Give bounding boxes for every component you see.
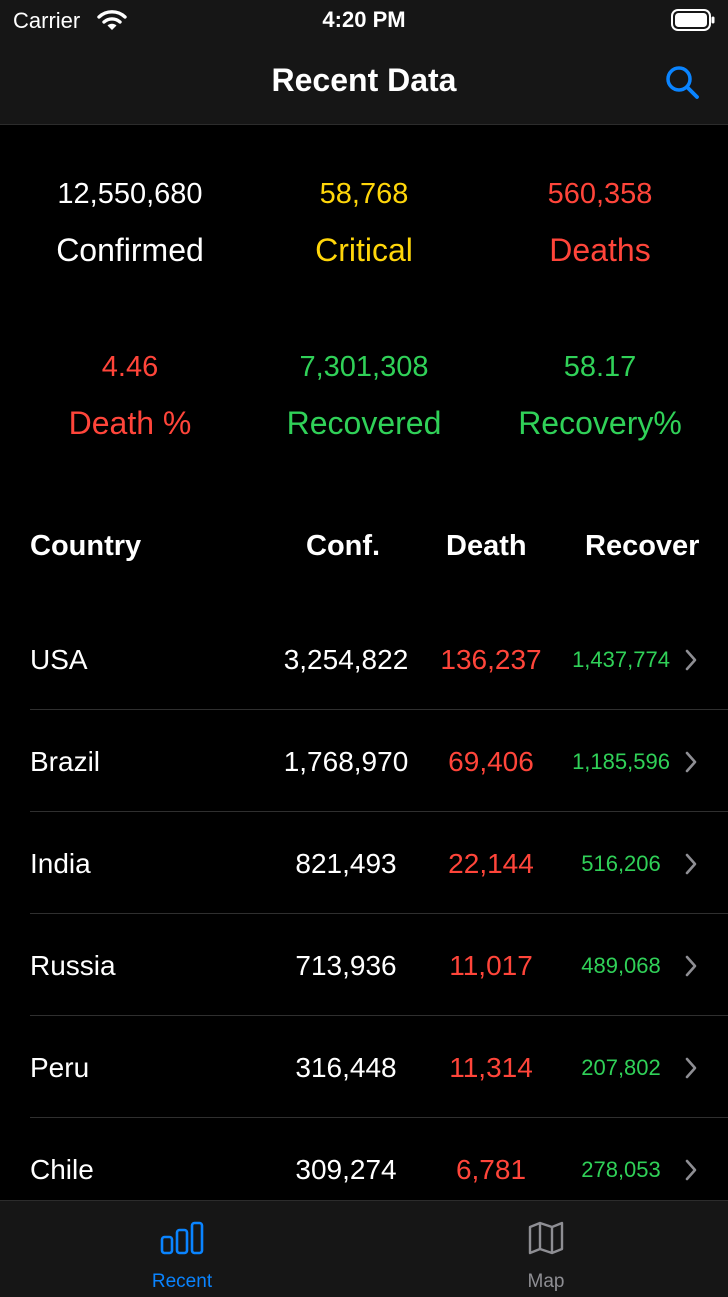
header-confirmed: Conf. xyxy=(306,530,381,562)
carrier-label: Carrier xyxy=(13,8,81,33)
status-time: 4:20 PM xyxy=(322,7,406,32)
confirmed-count: 1,768,970 xyxy=(283,746,409,777)
table-row[interactable]: USA 3,254,822 136,237 1,437,774 xyxy=(0,608,728,710)
row-separator xyxy=(30,913,728,914)
recovered-count: 1,185,596 xyxy=(572,749,670,774)
death-count: 11,314 xyxy=(449,1052,533,1083)
chevron-right-icon xyxy=(685,1159,697,1181)
stat-label: Confirmed xyxy=(56,232,204,268)
chevron-right-icon xyxy=(685,955,697,977)
table-row[interactable]: Russia 713,936 11,017 489,068 xyxy=(0,914,728,1016)
stat-confirmed: 12,550,680 Confirmed xyxy=(12,177,248,269)
tab-recent[interactable]: Recent xyxy=(0,1201,364,1297)
row-separator xyxy=(30,709,728,710)
country-name: India xyxy=(30,848,91,879)
country-name: USA xyxy=(30,644,88,675)
confirmed-count: 713,936 xyxy=(295,950,397,981)
death-count: 6,781 xyxy=(455,1154,527,1185)
death-count: 11,017 xyxy=(449,950,533,981)
recovered-count: 1,437,774 xyxy=(572,647,670,672)
death-count: 22,144 xyxy=(448,848,534,879)
table-row[interactable]: Peru 316,448 11,314 207,802 xyxy=(0,1016,728,1118)
recovered-count: 516,206 xyxy=(581,851,661,876)
country-name: Brazil xyxy=(30,746,101,777)
navigation-bar: Recent Data xyxy=(0,40,728,125)
stat-label: Death % xyxy=(68,405,192,441)
chevron-right-icon xyxy=(685,751,697,773)
table-row[interactable]: India 821,493 22,144 516,206 xyxy=(0,812,728,914)
death-count: 69,406 xyxy=(448,746,534,777)
stat-value: 560,358 xyxy=(547,178,653,210)
table-header: Country Conf. Death Recover xyxy=(0,530,728,566)
map-icon xyxy=(528,1221,564,1255)
battery-icon xyxy=(671,9,715,31)
stat-deaths: 560,358 Deaths xyxy=(482,177,718,269)
row-separator xyxy=(30,811,728,812)
country-name: Peru xyxy=(30,1052,90,1083)
search-icon[interactable] xyxy=(664,64,700,100)
confirmed-count: 3,254,822 xyxy=(283,644,409,675)
table-row[interactable]: Brazil 1,768,970 69,406 1,185,596 xyxy=(0,710,728,812)
stat-label: Deaths xyxy=(549,232,651,268)
page-title: Recent Data xyxy=(271,62,457,98)
country-name: Chile xyxy=(30,1154,94,1185)
chevron-right-icon xyxy=(685,1057,697,1079)
status-bar: Carrier 4:20 PM xyxy=(0,0,728,40)
stat-value: 7,301,308 xyxy=(299,351,429,383)
header-death: Death xyxy=(446,530,527,562)
table-row[interactable]: Chile 309,274 6,781 278,053 xyxy=(0,1118,728,1220)
death-count: 136,237 xyxy=(440,644,542,675)
stat-value: 58.17 xyxy=(563,351,637,383)
stat-recovered: 7,301,308 Recovered xyxy=(246,350,482,442)
stat-value: 4.46 xyxy=(101,351,159,383)
stat-value: 58,768 xyxy=(319,178,409,210)
stat-label: Recovery% xyxy=(518,405,682,441)
stat-critical: 58,768 Critical xyxy=(246,177,482,269)
stat-value: 12,550,680 xyxy=(57,178,203,210)
bar-chart-icon xyxy=(160,1221,204,1255)
header-country: Country xyxy=(30,530,142,562)
stat-label: Critical xyxy=(315,232,413,268)
stat-recovery-percent: 58.17 Recovery% xyxy=(482,350,718,442)
row-separator xyxy=(30,1117,728,1118)
recovered-count: 278,053 xyxy=(581,1157,661,1182)
chevron-right-icon xyxy=(685,649,697,671)
recovered-count: 489,068 xyxy=(581,953,661,978)
tab-label: Recent xyxy=(151,1271,213,1292)
row-separator xyxy=(30,1015,728,1016)
tab-label: Map xyxy=(527,1271,565,1292)
stat-death-percent: 4.46 Death % xyxy=(12,350,248,442)
recovered-count: 207,802 xyxy=(581,1055,661,1080)
tab-map[interactable]: Map xyxy=(364,1201,728,1297)
confirmed-count: 821,493 xyxy=(295,848,397,879)
tab-bar: Recent Map xyxy=(0,1200,728,1297)
stat-label: Recovered xyxy=(286,405,442,441)
confirmed-count: 316,448 xyxy=(295,1052,397,1083)
confirmed-count: 309,274 xyxy=(295,1154,397,1185)
wifi-icon xyxy=(97,10,127,30)
chevron-right-icon xyxy=(685,853,697,875)
header-recover: Recover xyxy=(585,530,700,562)
country-name: Russia xyxy=(30,950,116,981)
